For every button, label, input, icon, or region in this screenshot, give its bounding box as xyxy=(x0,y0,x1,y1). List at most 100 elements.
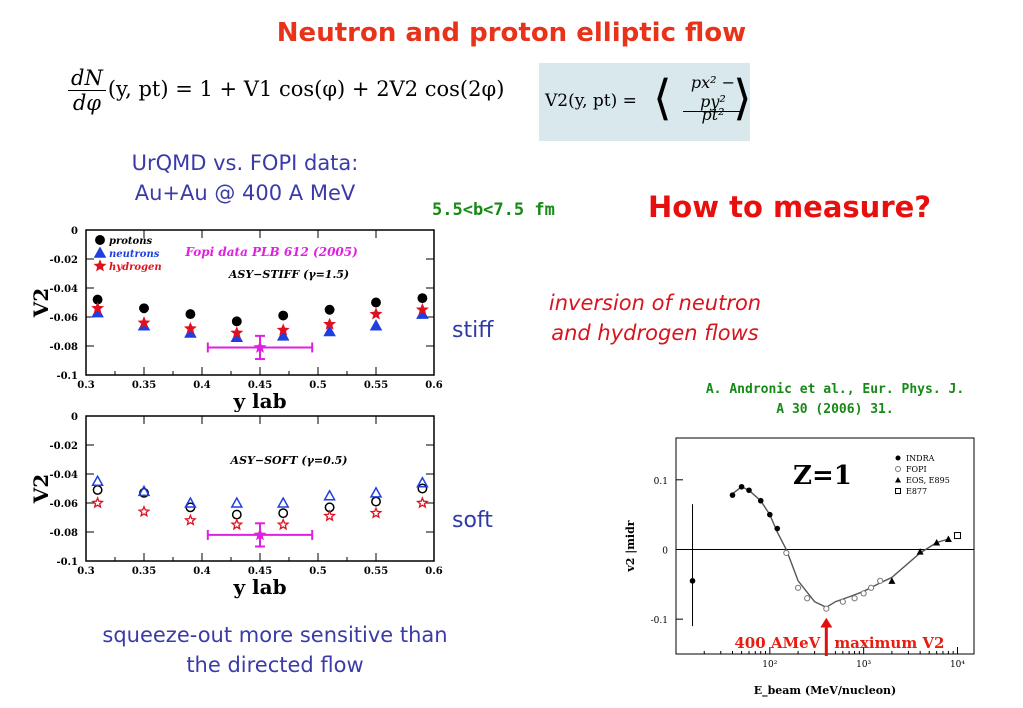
equation-numerator: dN xyxy=(68,66,106,91)
x-tick-label: 0.45 xyxy=(248,380,272,391)
flow-equation: dN dφ (y, pt) = 1 + V1 cos(φ) + 2V2 cos(… xyxy=(68,66,504,115)
INDRA-point xyxy=(746,487,752,494)
FOPI-point xyxy=(867,584,875,591)
y-axis-label: v2 |midr xyxy=(624,520,637,572)
fopi-data-label: Fopi data PLB 612 (2005) xyxy=(184,245,357,259)
neutrons-point xyxy=(230,496,244,508)
x-tick-label: 0.4 xyxy=(193,380,210,391)
protons-point xyxy=(417,293,428,304)
impact-parameter-label: 5.5<b<7.5 fm xyxy=(432,200,555,220)
x-tick-label: 10⁴ xyxy=(950,660,965,670)
excitation-function-chart: 0.1 0 -0.1 10² 10³ 10⁴ E_beam (MeV/nucleon) v2 … xyxy=(624,437,975,698)
legend-label: E877 xyxy=(906,487,927,496)
beam-energy-arrow-label: 400 AMeV xyxy=(734,634,820,652)
y-tick-label: -0.08 xyxy=(49,342,78,353)
y-tick-label: 0 xyxy=(662,546,668,556)
eos-annotation: ASY−STIFF (γ=1.5) xyxy=(228,268,349,281)
neutrons-point xyxy=(276,496,290,508)
equation-fraction: dN dφ xyxy=(68,66,106,115)
legend-label: INDRA xyxy=(906,454,935,463)
neutrons-point xyxy=(416,476,429,488)
y-tick-label: -0.04 xyxy=(49,470,78,481)
y-tick-label: 0 xyxy=(71,412,78,423)
protons-point xyxy=(231,316,242,327)
EOS, E895-point xyxy=(888,577,896,584)
hydrogen-point xyxy=(230,326,244,339)
x-tick-label: 10³ xyxy=(856,660,871,670)
model-curve xyxy=(732,485,949,609)
legend-marker-neutrons xyxy=(93,246,107,258)
y-tick-label: -0.04 xyxy=(49,284,78,295)
v2-definition-numerator: px² − py² xyxy=(683,73,743,112)
maximum-v2-label: maximum V2 xyxy=(834,634,944,652)
x-axis-label: y lab xyxy=(232,389,286,412)
x-tick-label: 0.5 xyxy=(309,380,326,391)
left-angle-bracket: ⟨ xyxy=(653,70,672,126)
y-tick-label: 0 xyxy=(71,226,78,237)
y-tick-label: -0.02 xyxy=(49,441,78,452)
hydrogen-point xyxy=(137,316,151,329)
x-tick-label: 0.55 xyxy=(364,566,388,577)
FOPI-point xyxy=(877,577,884,584)
x-tick-label: 0.45 xyxy=(248,566,272,577)
protons-point xyxy=(278,310,289,321)
inversion-line-2: and hydrogen flows xyxy=(551,321,759,345)
fopi-point xyxy=(253,528,267,541)
equation-rhs: (y, pt) = 1 + V1 cos(φ) + 2V2 cos(2φ) xyxy=(107,77,505,101)
y-axis-label: V2 xyxy=(29,474,53,504)
x-tick-label: 0.3 xyxy=(77,380,94,391)
eos-annotation: ASY−SOFT (γ=0.5) xyxy=(230,454,348,467)
y-tick-label: -0.06 xyxy=(49,499,78,510)
legend-label: EOS, E895 xyxy=(906,476,950,485)
right-angle-bracket: ⟩ xyxy=(733,70,752,126)
hydrogen-point xyxy=(183,321,197,334)
squeeze-out-caption: squeeze-out more sensitive than the dire… xyxy=(40,620,510,680)
slide-title: Neutron and proton elliptic flow xyxy=(276,18,747,48)
hydrogen-point xyxy=(137,504,151,518)
soft-v2-chart: 0.3 0.35 0.4 0.45 0.5 0.55 0.6 0 -0.02 -0.04 -0.06… xyxy=(29,412,443,599)
y-tick-label: -0.08 xyxy=(49,528,78,539)
x-axis-label: E_beam (MeV/nucleon) xyxy=(754,684,897,698)
neutrons-point xyxy=(323,324,336,337)
y-tick-label: 0.1 xyxy=(654,477,668,487)
squeeze-line-1: squeeze-out more sensitive than xyxy=(102,623,448,647)
protons-point xyxy=(417,483,428,494)
EOS, E895-point xyxy=(933,539,941,546)
equation-denominator: dφ xyxy=(72,91,101,115)
protons-point xyxy=(371,496,381,507)
legend-marker-eos xyxy=(895,477,901,483)
y-tick-label: -0.02 xyxy=(49,255,78,266)
neutrons-point xyxy=(91,474,104,486)
EOS, E895-point xyxy=(944,535,952,543)
reference-line-2: A 30 (2006) 31. xyxy=(776,402,894,417)
INDRA-point xyxy=(738,483,745,490)
hydrogen-point xyxy=(323,509,337,522)
urqmd-line-1: UrQMD vs. FOPI data: xyxy=(131,151,359,175)
y-tick-label: -0.1 xyxy=(651,616,668,626)
legend-marker-indra xyxy=(895,455,901,461)
FOPI-point xyxy=(804,595,811,602)
neutrons-point xyxy=(369,319,383,331)
hydrogen-point xyxy=(323,317,337,330)
protons-point xyxy=(278,508,289,519)
INDRA-point xyxy=(757,497,764,504)
neutrons-point xyxy=(369,486,383,498)
v2-definition-denominator: pt² xyxy=(701,105,725,124)
x-tick-label: 0.35 xyxy=(132,566,156,577)
legend-marker-hydrogen xyxy=(93,259,107,272)
EOS, E895-point xyxy=(916,548,924,555)
FOPI-point xyxy=(839,598,846,605)
x-tick-label: 10² xyxy=(762,660,777,670)
y-tick-label: -0.1 xyxy=(56,371,78,382)
legend-label-neutrons: neutrons xyxy=(109,249,160,260)
x-tick-label: 0.5 xyxy=(309,566,326,577)
legend-label: FOPI xyxy=(906,465,927,474)
neutrons-point xyxy=(137,484,151,497)
neutrons-point xyxy=(184,496,197,508)
y-tick-label: -0.1 xyxy=(56,557,78,568)
legend-marker-e877 xyxy=(895,488,901,494)
x-tick-label: 0.6 xyxy=(425,566,442,577)
x-tick-label: 0.4 xyxy=(193,566,210,577)
hydrogen-point xyxy=(369,506,383,519)
neutrons-point xyxy=(323,489,336,501)
